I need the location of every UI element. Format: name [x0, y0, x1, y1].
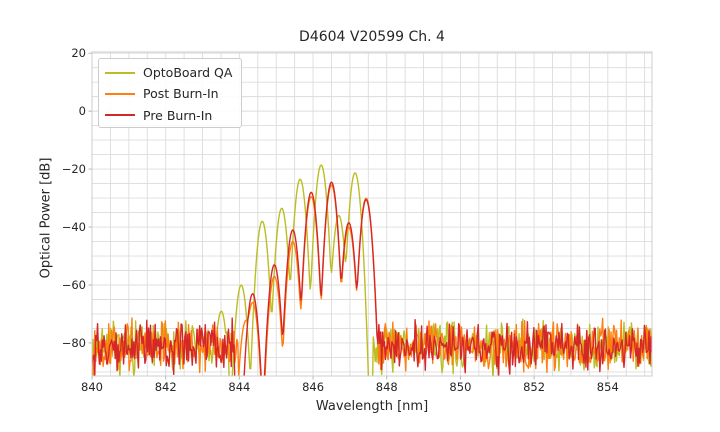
- x-tick-label: 850: [449, 380, 472, 394]
- y-tick-label: −40: [61, 220, 86, 235]
- y-tick-label: 0: [78, 104, 86, 119]
- legend-line-icon: [105, 114, 135, 117]
- legend-label: Pre Burn-In: [143, 107, 213, 123]
- axes-spines: [91, 51, 653, 377]
- x-tick-label: 840: [81, 380, 103, 394]
- series-line-post-burn-in: [92, 184, 652, 376]
- x-tick-label: 854: [596, 380, 619, 394]
- legend: OptoBoard QA Post Burn-In Pre Burn-In: [98, 58, 242, 128]
- x-tick-label: 844: [228, 380, 251, 394]
- x-tick-label: 842: [154, 380, 177, 394]
- legend-entry-post-burn-in: Post Burn-In: [105, 83, 241, 104]
- x-axis-label: Wavelength [nm]: [315, 399, 429, 414]
- legend-line-icon: [105, 92, 135, 95]
- legend-entry-pre-burn-in: Pre Burn-In: [105, 105, 241, 126]
- chart-title: D4604 V20599 Ch. 4: [299, 29, 445, 45]
- y-tick-label: −80: [61, 335, 86, 350]
- y-tick-label: −60: [61, 278, 86, 292]
- y-tick-label: 20: [71, 46, 86, 61]
- legend-line-icon: [105, 71, 135, 74]
- tick-marks: [88, 52, 609, 380]
- y-tick-label: −20: [61, 162, 86, 177]
- legend-entry-optoboard-qa: OptoBoard QA: [105, 62, 241, 83]
- series-line-pre-burn-in: [92, 181, 652, 376]
- legend-label: OptoBoard QA: [143, 65, 233, 81]
- x-tick-label: 852: [523, 380, 546, 394]
- x-tick-label: 846: [302, 380, 325, 394]
- legend-label: Post Burn-In: [143, 86, 219, 102]
- x-tick-label: 848: [375, 380, 398, 394]
